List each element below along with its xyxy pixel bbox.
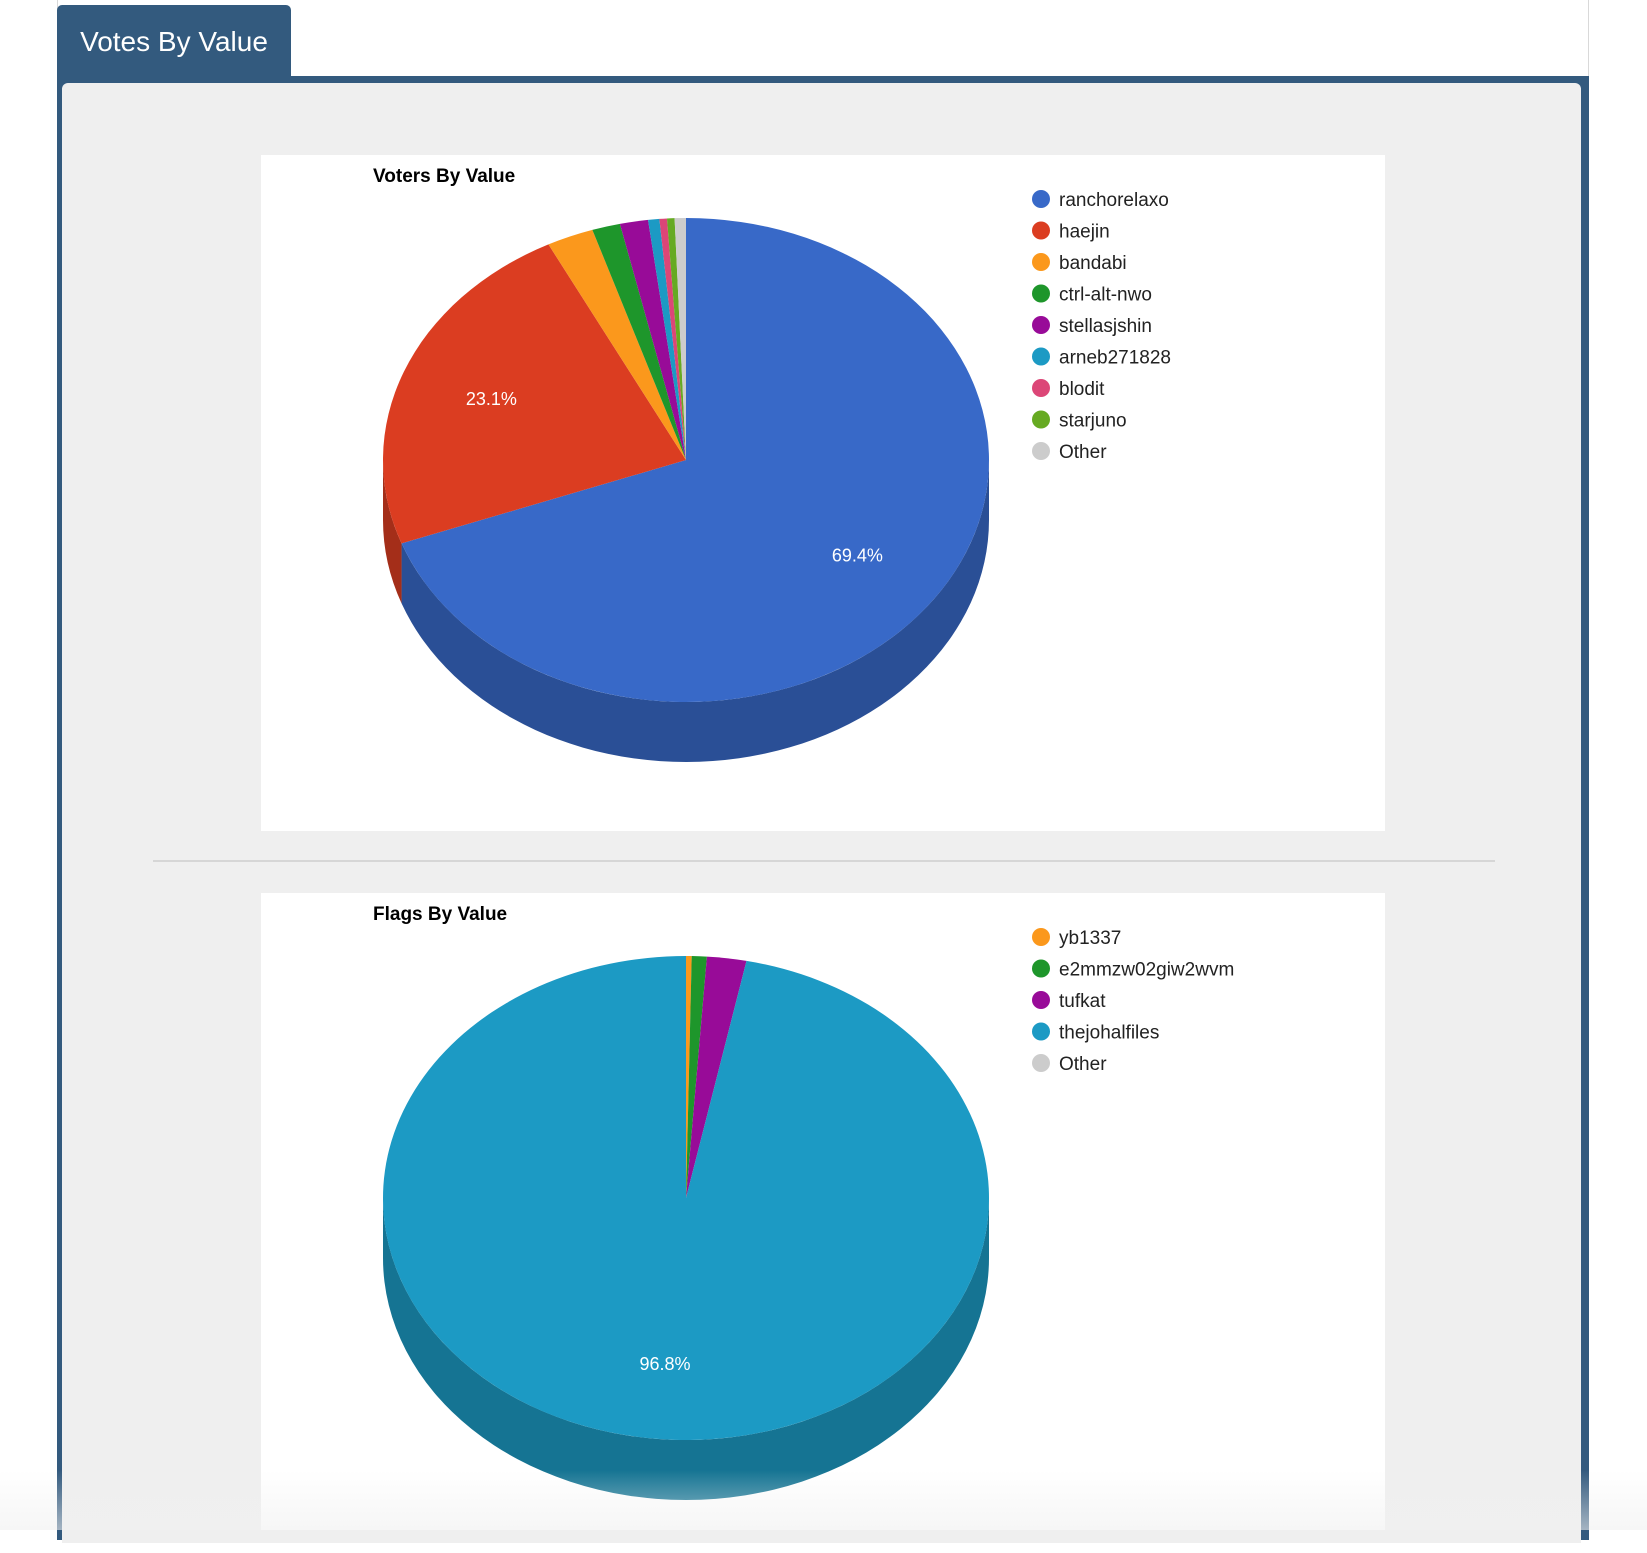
pie-sides (383, 460, 989, 762)
legend-item-yb1337[interactable]: yb1337 (1059, 928, 1121, 949)
legend-item-e2mmzw02giw2wvm[interactable]: e2mmzw02giw2wvm (1059, 960, 1234, 981)
pie-slices (383, 956, 990, 1440)
legend-marker-other (1032, 442, 1050, 460)
pie-slice-arneb271828[interactable] (648, 218, 686, 460)
legend-marker-stellasjshin (1032, 316, 1050, 334)
legend-item-other[interactable]: Other (1059, 1054, 1107, 1075)
legend-item-ranchorelaxo[interactable]: ranchorelaxo (1059, 190, 1169, 211)
pie-slice-stellasjshin[interactable] (619, 219, 686, 460)
legend-marker-starjuno (1032, 410, 1050, 429)
legend-marker-e2mmzw02giw2wvm (1032, 959, 1050, 978)
legend-marker-ctrl-alt-nwo (1032, 284, 1050, 303)
pie-slice-yb1337[interactable] (686, 956, 692, 1198)
chart-title: Flags By Value (373, 904, 507, 925)
legend-item-other[interactable]: Other (1059, 442, 1107, 463)
legend-marker-yb1337 (1032, 928, 1050, 946)
pie-slice-tufkat[interactable] (686, 956, 747, 1198)
legend-marker-arneb271828 (1032, 347, 1050, 366)
pie-sides (383, 1198, 989, 1500)
legend-marker-ranchorelaxo (1032, 190, 1050, 208)
legend-marker-other (1032, 1054, 1050, 1072)
flags-chart-card: Flags By Value 96.8% yb1337 e2mmzw02giw2wvm… (261, 893, 1385, 1530)
pie-slice-ctrl-alt-nwo[interactable] (592, 223, 686, 460)
slice-label: 96.8% (639, 1354, 690, 1374)
pie-side-thejohalfiles (383, 1198, 989, 1500)
legend-marker-blodit (1032, 379, 1050, 397)
legend-item-starjuno[interactable]: starjuno (1059, 411, 1127, 432)
tab-underline (57, 76, 1589, 80)
slice-label: 23.1% (466, 389, 517, 409)
pie-slice-ranchorelaxo[interactable] (401, 218, 989, 702)
voters-chart-card: Voters By Value 69.4% 23.1% ranchorelaxo hae… (261, 155, 1385, 831)
pie-slice-thejohalfiles[interactable] (383, 956, 990, 1440)
pie-slice-haejin[interactable] (383, 244, 686, 544)
legend-item-thejohalfiles[interactable]: thejohalfiles (1059, 1023, 1159, 1044)
legend-item-ctrl-alt-nwo[interactable]: ctrl-alt-nwo (1059, 285, 1152, 306)
tab-votes-by-value[interactable]: Votes By Value (57, 5, 291, 77)
legend-marker-thejohalfiles (1032, 1022, 1050, 1041)
legend-item-arneb271828[interactable]: arneb271828 (1059, 348, 1171, 369)
slice-label: 69.4% (832, 546, 883, 566)
pie-slice-starjuno[interactable] (666, 218, 686, 460)
pie-slice-e2mmzw02giw2wvm[interactable] (686, 956, 707, 1198)
pie-side-ranchorelaxo (401, 460, 989, 762)
voters-pie-chart: Voters By Value 69.4% 23.1% ranchorelaxo hae… (373, 166, 1171, 762)
chart-divider (153, 860, 1495, 862)
legend: ranchorelaxo haejin bandabi ctrl-alt-nwo ste… (1032, 190, 1171, 463)
pie-slice-other[interactable] (674, 218, 686, 460)
legend-marker-haejin (1032, 221, 1050, 240)
chart-title: Voters By Value (373, 166, 515, 187)
pie-side-haejin (383, 460, 402, 604)
legend-marker-tufkat (1032, 991, 1050, 1009)
legend-item-bandabi[interactable]: bandabi (1059, 253, 1127, 274)
legend-item-haejin[interactable]: haejin (1059, 222, 1110, 243)
legend-item-blodit[interactable]: blodit (1059, 379, 1105, 400)
pie-slices (383, 218, 989, 702)
legend-item-tufkat[interactable]: tufkat (1059, 991, 1106, 1012)
pie-slice-blodit[interactable] (659, 218, 686, 460)
flags-pie-chart: Flags By Value 96.8% yb1337 e2mmzw02giw2wvm… (373, 904, 1234, 1500)
legend-marker-bandabi (1032, 253, 1050, 271)
legend: yb1337 e2mmzw02giw2wvm tufkat thejohalfiles… (1032, 928, 1234, 1075)
legend-item-stellasjshin[interactable]: stellasjshin (1059, 316, 1152, 337)
pie-slice-bandabi[interactable] (548, 229, 686, 460)
